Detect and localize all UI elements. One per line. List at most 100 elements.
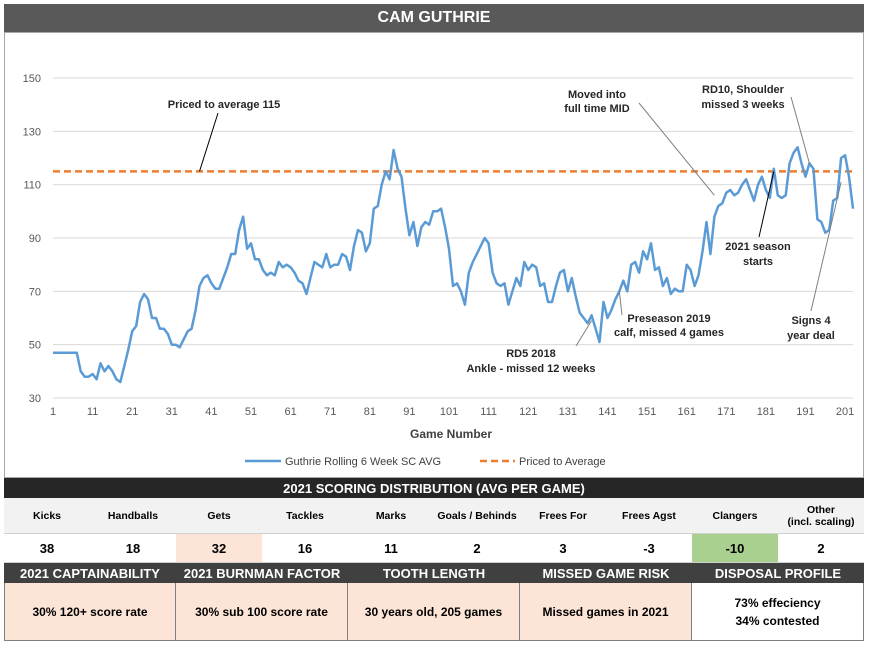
chart-legend: Guthrie Rolling 6 Week SC AVG Priced to … [245,456,606,468]
x-tick-label: 181 [757,406,775,418]
frees-for-label-cell: Frees For [520,498,606,533]
kicks-label: Kicks [32,509,62,522]
clangers-value: -10 [692,534,778,562]
x-axis-ticks: 1 11 21 31 41 51 61 71 81 91 101 111 121 131 141 151 161… [50,406,854,418]
scoring-distribution-title: 2021 SCORING DISTRIBUTION (AVG PER GAME) [283,480,585,496]
moved-mid-annotation-line1: Moved into [568,89,626,101]
x-axis-title: Game Number [410,427,492,441]
burnman-factor-header: 2021 BURNMAN FACTOR [183,565,341,581]
rd5-annotation-line1: RD5 2018 [506,348,556,360]
x-tick-label: 81 [364,406,376,418]
marks-label-cell: Marks [348,498,434,533]
signs-deal-annotation-leader [810,181,842,312]
x-tick-label: 51 [245,406,257,418]
y-tick-label: 110 [23,180,41,192]
factor-headers-row: 2021 CAPTAINABILITY 2021 BURNMAN FACTOR … [4,563,864,583]
missed-game-risk-header: MISSED GAME RISK [542,565,670,581]
captainability-value: 30% 120+ score rate [4,583,176,641]
tooth-length-header: TOOTH LENGTH [382,565,486,581]
x-tick-label: 141 [598,406,616,418]
rd10-annotation-leader [790,96,810,164]
priced-annotation-leader [199,112,219,172]
rd10-annotation-line1: RD10, Shoulder [702,84,785,96]
signs-deal-annotation-line2: year deal [787,330,835,342]
tackles-label-cell: Tackles [262,498,348,533]
other-sublabel: (incl. scaling) [787,515,855,528]
marks-value: 11 [384,540,398,556]
y-tick-label: 50 [29,340,41,352]
frees-for-label: Frees For [539,509,587,522]
clangers-label: Clangers [712,509,758,522]
x-tick-label: 91 [403,406,415,418]
disposal-efficiency: 73% effeciency [734,595,821,610]
legend-label-rolling: Guthrie Rolling 6 Week SC AVG [285,456,441,468]
other-label-cell: Other (incl. scaling) [778,498,864,533]
captainability-header: 2021 CAPTAINABILITY [20,565,160,581]
rd5-annotation-leader [575,320,593,347]
gets-value: 32 [176,534,262,562]
x-tick-label: 111 [480,406,497,418]
handballs-label-cell: Handballs [90,498,176,533]
preseason-annotation-line1: Preseason 2019 [627,313,710,325]
season-start-annotation-line2: starts [743,256,773,268]
gridlines [53,77,853,399]
moved-mid-annotation-line2: full time MID [564,103,629,115]
disposal-profile-header: DISPOSAL PROFILE [714,565,842,581]
x-tick-label: 61 [284,406,296,418]
disposal-contested: 34% contested [735,613,820,628]
burnman-factor-value: 30% sub 100 score rate [176,583,348,641]
marks-label: Marks [375,509,407,522]
priced-annotation: Priced to average 115 [168,99,281,111]
x-tick-label: 131 [559,406,577,418]
preseason-annotation-leader [618,291,623,316]
rolling-average-series-line [53,146,855,384]
goals-behinds-label: Goals / Behinds [437,509,517,522]
y-axis-ticks: 30 50 70 90 110 130 150 [23,73,41,405]
rd5-annotation-line2: Ankle - missed 12 weeks [466,363,595,375]
goals-behinds-value: 2 [473,540,481,556]
x-tick-label: 101 [440,406,458,418]
x-tick-label: 21 [126,406,138,418]
x-tick-label: 191 [796,406,814,418]
moved-mid-annotation-leader [638,102,715,196]
rd10-annotation-line2: missed 3 weeks [701,99,784,111]
factor-values-row: 30% 120+ score rate 30% sub 100 score ra… [4,583,864,641]
handballs-value: 18 [125,540,141,556]
clangers-label-cell: Clangers [692,498,778,533]
page-title: CAM GUTHRIE [4,4,864,32]
tooth-length-value: 30 years old, 205 games [348,583,520,641]
season-start-annotation-leader [758,171,775,238]
other-value: 2 [817,540,825,556]
tackles-value: 16 [297,540,313,556]
goals-behinds-label-cell: Goals / Behinds [434,498,520,533]
gets-label-cell: Gets [176,498,262,533]
signs-deal-annotation-line1: Signs 4 [791,315,831,327]
kicks-value: 38 [39,540,55,556]
tackles-label: Tackles [286,509,324,522]
gets-label: Gets [207,509,231,522]
x-tick-label: 31 [166,406,178,418]
kicks-label-cell: Kicks [4,498,90,533]
x-tick-label: 201 [836,406,854,418]
y-tick-label: 130 [23,126,41,138]
season-start-annotation-line1: 2021 season [725,241,791,253]
y-tick-label: 90 [29,233,41,245]
chart-panel: 30 50 70 90 110 130 150 1 11 21 31 41 51 61 71 81 91 101… [4,32,864,478]
legend-label-priced: Priced to Average [519,456,606,468]
y-tick-label: 30 [29,393,41,405]
x-tick-label: 151 [638,406,656,418]
frees-agst-label-cell: Frees Agst [606,498,692,533]
frees-for-value: 3 [559,540,567,556]
x-tick-label: 121 [519,406,537,418]
x-tick-label: 171 [717,406,735,418]
disposal-profile-value: 73% effeciency 34% contested [692,583,864,641]
y-tick-label: 70 [29,286,41,298]
scoring-values-row: 38 18 32 16 11 2 3 -3 -10 2 [4,533,864,563]
x-tick-label: 41 [205,406,217,418]
x-tick-label: 1 [50,406,56,418]
frees-agst-value: -3 [643,540,655,556]
x-tick-label: 11 [87,406,98,418]
y-tick-label: 150 [23,73,41,85]
x-tick-label: 161 [677,406,695,418]
